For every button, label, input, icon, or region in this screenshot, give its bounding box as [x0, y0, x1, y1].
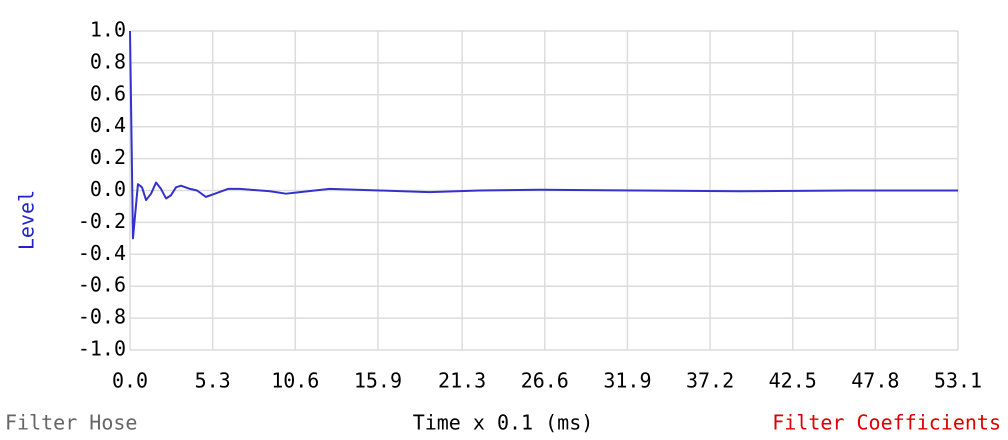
- y-tick-label: -0.4: [78, 241, 126, 265]
- y-tick-label: 0.4: [90, 113, 126, 137]
- y-tick-label: 0.8: [90, 49, 126, 73]
- y-tick-label: -0.6: [78, 273, 126, 297]
- y-tick-label: 0.0: [90, 177, 126, 201]
- x-tick-label: 0.0: [112, 369, 148, 393]
- y-tick-label: -0.8: [78, 305, 126, 329]
- y-axis-label: Level: [15, 190, 39, 250]
- x-tick-label: 53.1: [934, 369, 982, 393]
- y-tick-label: 0.6: [90, 81, 126, 105]
- footer-left-tab[interactable]: Filter Hose: [5, 411, 137, 435]
- x-tick-label: 31.9: [603, 369, 651, 393]
- data-line: [129, 30, 958, 240]
- y-tick-label: 0.2: [90, 145, 126, 169]
- x-tick-label: 10.6: [271, 369, 319, 393]
- x-tick-label: 15.9: [354, 369, 402, 393]
- x-tick-label: 26.6: [521, 369, 569, 393]
- x-tick-label: 42.5: [769, 369, 817, 393]
- x-tick-label: 47.8: [851, 369, 899, 393]
- y-tick-label: 1.0: [90, 18, 126, 42]
- y-tick-label: -0.2: [78, 209, 126, 233]
- x-tick-label: 37.2: [686, 369, 734, 393]
- y-tick-label: -1.0: [78, 337, 126, 361]
- footer-right-tab[interactable]: Filter Coefficients: [772, 411, 1001, 435]
- x-tick-label: 5.3: [195, 369, 231, 393]
- x-axis-label: Time x 0.1 (ms): [413, 411, 594, 435]
- x-tick-label: 21.3: [438, 369, 486, 393]
